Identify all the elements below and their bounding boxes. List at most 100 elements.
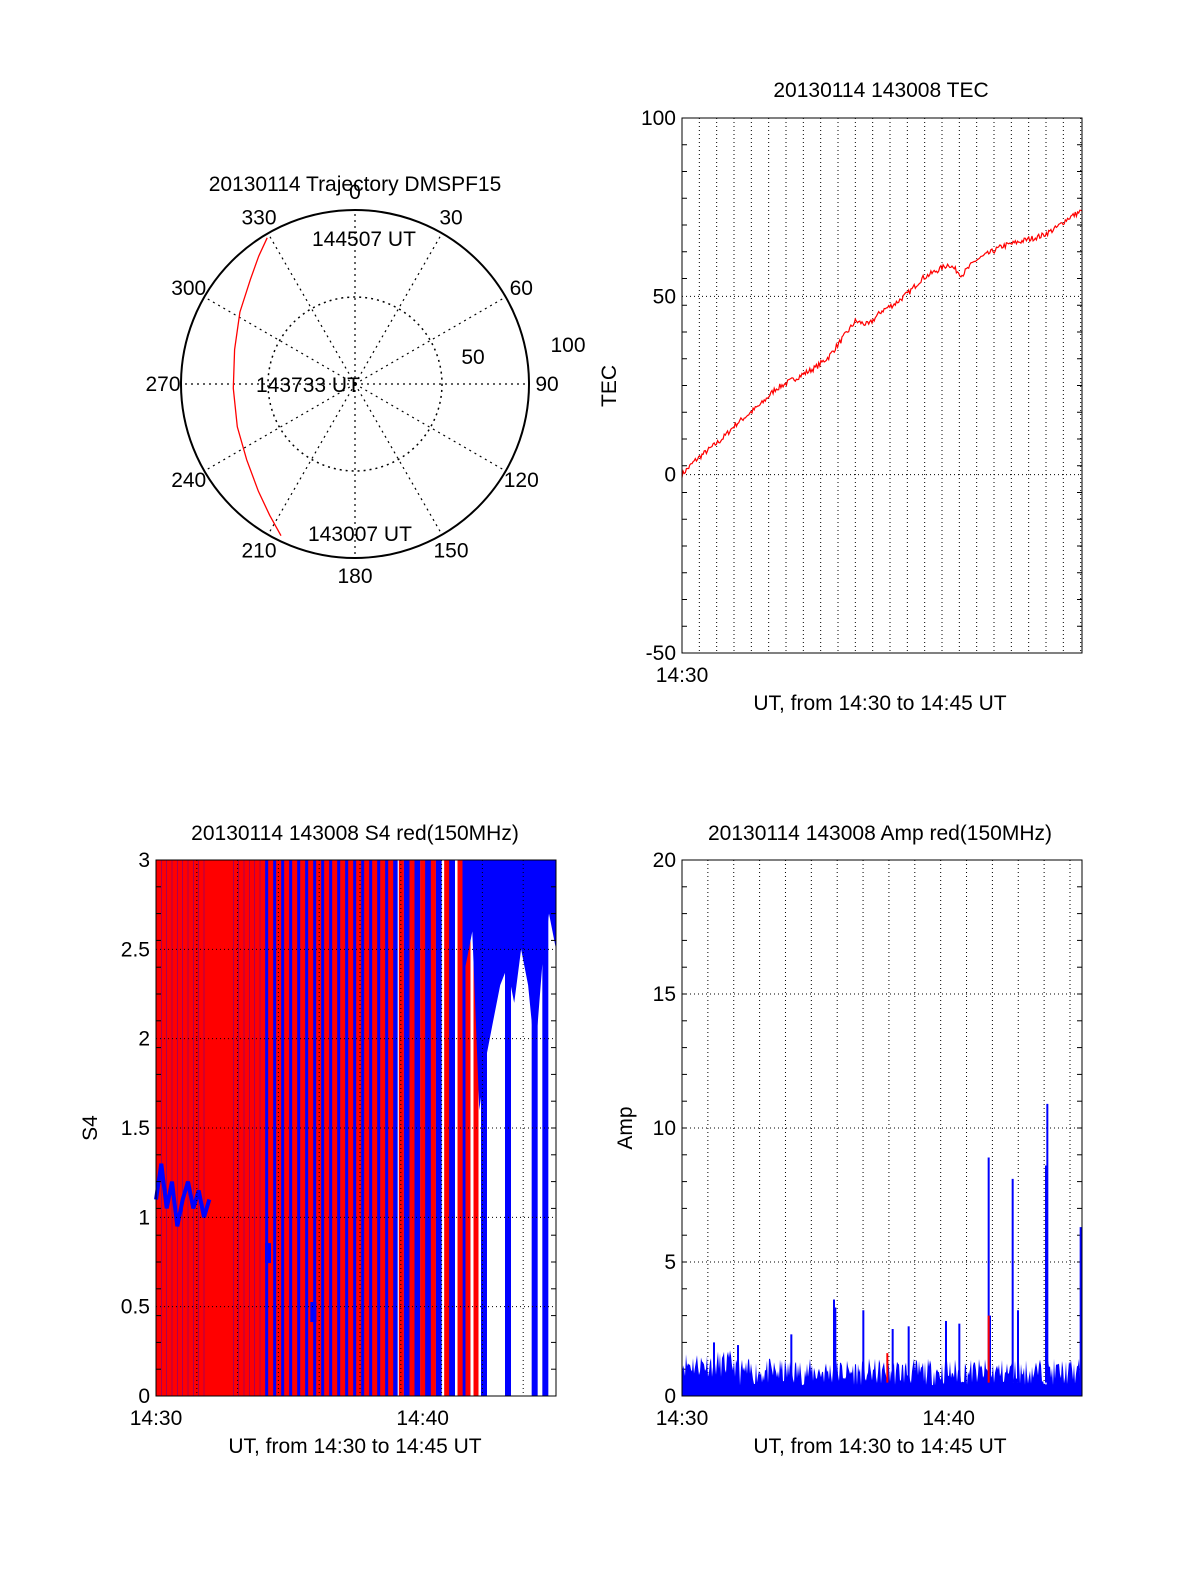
track-start-label: 143007 UT [308,523,412,546]
s4-blue-spike [158,860,165,1396]
s4-x-axis-label: UT, from 14:30 to 14:45 UT [228,1435,481,1458]
polar-angle-label: 90 [535,373,558,396]
s4-red-spike [420,860,426,1396]
s4-red-spike [308,860,314,1396]
polar-spoke [267,233,356,385]
s4-chart: 20130114 143008 S4 red(150MHz) 0 0.5 1 1.5 2… [79,822,557,1458]
y-tick-label: 2 [138,1028,150,1051]
tec-line [681,209,1083,478]
s4-blue-spike [303,860,310,1396]
x-tick-label: 14:40 [922,1407,975,1430]
s4-red-spike [340,860,346,1396]
tec-y-axis-label: TEC [598,365,621,407]
polar-spoke [354,296,506,385]
s4-blue-spike [359,860,366,1396]
s4-plot-frame [155,859,557,1397]
s4-red-spike [208,860,214,1396]
s4-blue-spike [343,860,350,1396]
y-tick-label: 15 [653,983,676,1006]
polar-angle-label: 240 [171,469,206,492]
track-end-label: 144507 UT [312,228,416,251]
s4-blue-spike [367,860,374,1396]
s4-red-spike [316,860,322,1396]
y-tick-label: 0.5 [121,1296,150,1319]
s4-grid [156,859,556,1397]
y-tick-label: 5 [664,1251,676,1274]
y-tick-label: 0 [664,1385,676,1408]
polar-chart-title: 20130114 Trajectory DMSPF15 [209,173,502,196]
s4-red-spike [216,860,222,1396]
y-tick-label: 0 [664,464,676,487]
s4-blue-spike [279,860,286,1396]
s4-red-spike [188,860,194,1396]
polar-angle-label: 30 [439,207,462,230]
y-tick-label: 50 [653,285,676,308]
polar-outer-circle [180,209,530,559]
tec-chart-title: 20130114 143008 TEC [773,79,988,102]
amp-plot-frame [681,859,1083,1397]
s4-red-spike [268,860,274,1396]
s4-blue-spike [542,860,549,1396]
s4-red-spike [238,860,244,1396]
s4-chart-title: 20130114 143008 S4 red(150MHz) [191,822,519,845]
s4-red-spike [332,860,338,1396]
s4-red-spike [348,860,354,1396]
amp-noise-floor [682,1350,1082,1396]
s4-red-spike [166,860,172,1396]
s4-red-spike [364,860,370,1396]
s4-red-spike [300,860,306,1396]
s4-blue-spike [174,860,181,1396]
polar-angle-label: 330 [241,207,276,230]
s4-blue-spike [435,860,442,1396]
tec-line-chart: 20130114 143008 TEC -50 0 50 100 14:30 TEC U… [598,79,1083,715]
tec-plot-frame [681,117,1083,654]
x-tick-label: 14:30 [656,664,709,687]
trajectory-polar-chart: 20130114 Trajectory DMSPF15 0 30 60 90 120 15… [145,173,585,588]
s4-red-spike [372,860,378,1396]
s4-red-spike [430,860,436,1396]
s4-red-spike [284,860,290,1396]
s4-blue-spike [190,860,197,1396]
polar-angle-label: 270 [145,373,180,396]
x-tick-label: 14:30 [130,1407,183,1430]
polar-radius-label: 100 [550,334,585,357]
amp-plot-area [682,1103,1082,1396]
polar-angle-label: 150 [433,539,468,562]
y-tick-label: 2.5 [121,938,150,961]
x-tick-label: 14:40 [396,1407,449,1430]
polar-spoke [204,296,356,385]
s4-red-spike [444,860,450,1396]
polar-inner-circle [267,296,443,472]
y-tick-label: 0 [138,1385,150,1408]
polar-spoke [354,233,443,385]
polar-spoke [354,383,443,535]
polar-angle-label: 210 [241,539,276,562]
s4-red-spike [220,860,226,1396]
s4-red-spike [244,860,250,1396]
y-tick-label: -50 [646,642,676,665]
polar-angle-label: 300 [171,277,206,300]
s4-blue-spike [163,860,170,1396]
s4-red-spike [204,860,210,1396]
s4-red-spike [228,860,234,1396]
amp-tick-labels: 0 5 10 15 20 14:30 14:40 [653,849,975,1430]
amp-x-axis-label: UT, from 14:30 to 14:45 UT [753,1435,1006,1458]
s4-blue-spike [230,860,237,1396]
y-tick-label: 100 [641,107,676,130]
tec-series [681,209,1083,478]
s4-blue-spike [287,860,294,1396]
s4-blue-blob [310,1302,317,1323]
polar-angle-label: 60 [510,277,533,300]
y-tick-label: 3 [138,849,150,872]
s4-blue-spike [195,860,202,1396]
y-tick-label: 10 [653,1117,676,1140]
polar-spoke [267,383,356,535]
s4-blue-spike [235,860,242,1396]
tec-grid [682,117,1082,654]
s4-blue-trace [154,1163,212,1227]
s4-red-spike [388,860,394,1396]
polar-radius-labels: 50 100 [461,334,585,369]
x-tick-label: 14:30 [656,1407,709,1430]
s4-blue-spike [391,860,398,1396]
s4-red-spike [380,860,386,1396]
